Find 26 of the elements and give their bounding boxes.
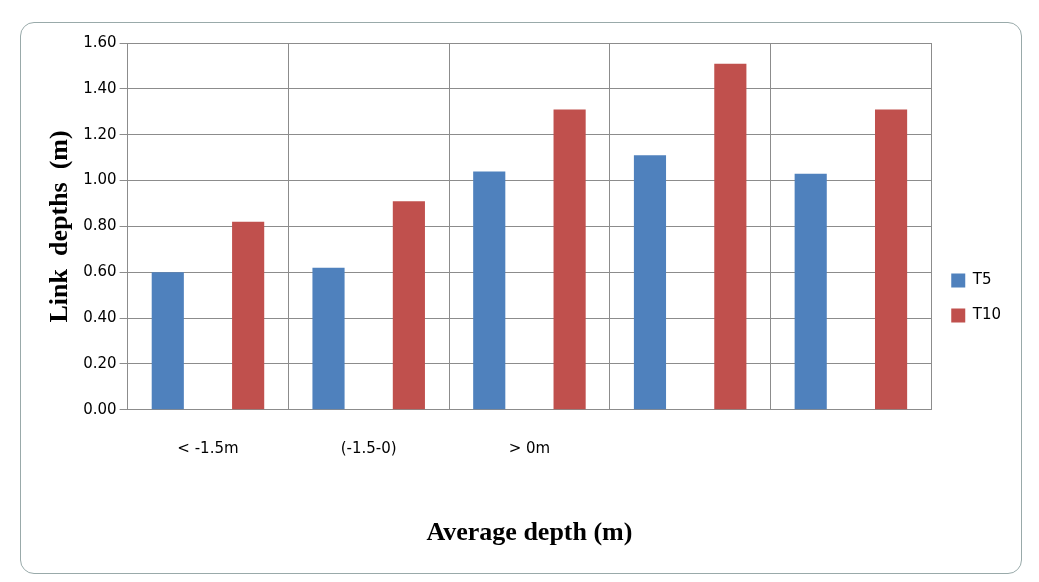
y-tick-label: 0.20 bbox=[83, 353, 117, 372]
x-tick-label: > 0m bbox=[508, 438, 551, 457]
bar bbox=[794, 173, 827, 410]
bar bbox=[633, 155, 667, 410]
legend-label: T10 bbox=[971, 305, 1001, 324]
y-tick-label: 0.80 bbox=[83, 216, 117, 235]
bar bbox=[714, 63, 747, 410]
y-tick-label: 0.60 bbox=[83, 262, 117, 281]
legend-label: T5 bbox=[971, 270, 992, 289]
y-tick-label: 0.40 bbox=[83, 307, 117, 326]
y-tick-label: 1.00 bbox=[83, 170, 117, 189]
y-tick-label: 1.40 bbox=[83, 78, 117, 97]
x-tick-label: < -1.5m bbox=[177, 438, 239, 457]
x-tick-label: (-1.5-0) bbox=[340, 438, 397, 457]
bar bbox=[553, 109, 586, 410]
y-tick-label: 0.00 bbox=[83, 399, 117, 418]
y-axis-title: Link depths (m) bbox=[44, 130, 74, 323]
bar bbox=[312, 267, 345, 410]
bar bbox=[151, 272, 184, 410]
y-tick-label: 1.20 bbox=[83, 124, 117, 143]
bar bbox=[392, 201, 425, 410]
bar bbox=[232, 221, 265, 410]
y-tick-label: 1.60 bbox=[83, 32, 117, 51]
x-axis-title: Average depth (m) bbox=[426, 517, 633, 547]
bar bbox=[473, 171, 506, 410]
bar bbox=[875, 109, 908, 410]
